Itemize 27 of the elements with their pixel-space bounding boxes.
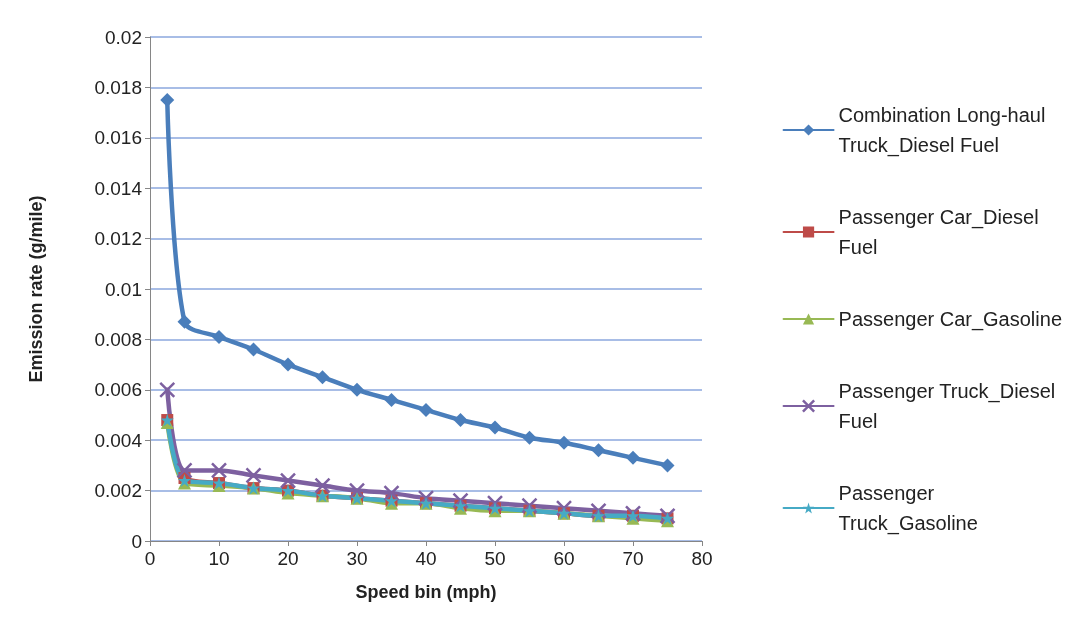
legend-label: Combination Long-haul Truck_Diesel Fuel	[838, 104, 1046, 157]
x-tick-label: 60	[553, 548, 575, 569]
x-tick-label: 0	[144, 548, 156, 569]
x-tick-label: 30	[346, 548, 368, 569]
y-tick-label: 0.012	[94, 228, 142, 250]
x-tick-label: 50	[484, 548, 506, 569]
legend-label: Passenger Truck_Gasoline	[838, 482, 978, 535]
x-tick-label: 70	[622, 548, 644, 569]
y-tick-label: 0.006	[94, 379, 142, 401]
y-tick-label: 0	[131, 530, 142, 552]
x-tick-label: 20	[277, 548, 299, 569]
y-tick-label: 0.01	[105, 278, 142, 300]
y-tick-label: 0.018	[94, 76, 142, 98]
y-tick-label: 0.004	[94, 429, 143, 451]
y-tick-label: 0.02	[105, 26, 142, 48]
y-tick-label: 0.008	[94, 328, 142, 350]
legend-label: Passenger Truck_Diesel Fuel	[838, 380, 1056, 432]
legend-label: Passenger Car_Diesel Fuel	[838, 206, 1039, 258]
y-tick-label: 0.014	[94, 177, 143, 199]
y-tick-label: 0.016	[94, 127, 142, 149]
y-axis-title: Emission rate (g/mile)	[26, 195, 46, 383]
x-tick-label: 40	[415, 548, 437, 569]
legend-label: Passenger Car_Gasoline	[838, 308, 1063, 331]
y-tick-label: 0.002	[94, 480, 142, 502]
x-axis-title: Speed bin (mph)	[355, 582, 497, 602]
x-tick-label: 10	[208, 548, 230, 569]
x-tick-label: 80	[691, 548, 713, 569]
